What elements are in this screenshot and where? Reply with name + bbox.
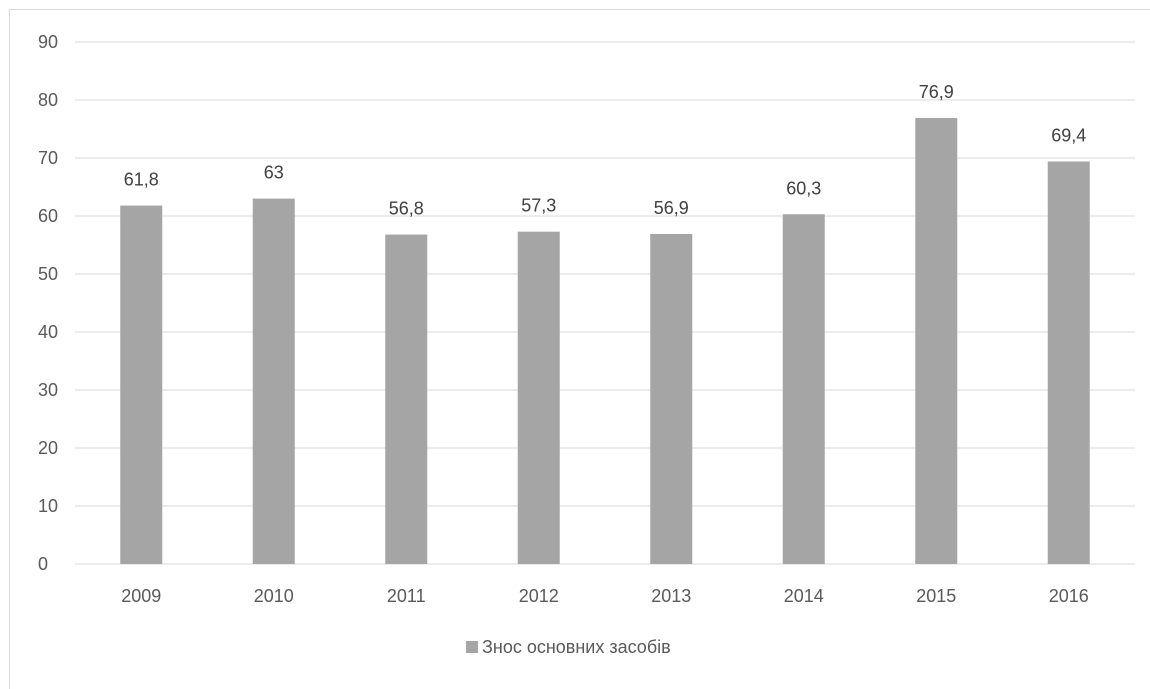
data-labels: 61,8 63 56,8 57,3 56,9 60,3 76,9 69,4 bbox=[124, 82, 1087, 219]
x-axis-ticks: 2009 2010 2011 2012 2013 2014 2015 2016 bbox=[121, 586, 1089, 606]
gridlines bbox=[75, 41, 1135, 565]
x-tick-label-2009: 2009 bbox=[121, 586, 161, 606]
y-tick-label: 80 bbox=[38, 90, 58, 110]
data-label-2010: 63 bbox=[264, 163, 284, 183]
bar-2015 bbox=[915, 117, 958, 564]
y-tick-label: 10 bbox=[38, 496, 58, 516]
data-label-2012: 57,3 bbox=[521, 196, 556, 216]
data-label-2009: 61,8 bbox=[124, 170, 159, 190]
bar-2012 bbox=[517, 231, 560, 564]
y-tick-label: 60 bbox=[38, 206, 58, 226]
bar-2010 bbox=[252, 198, 295, 564]
y-tick-label: 30 bbox=[38, 380, 58, 400]
legend: Знос основних засобів bbox=[466, 637, 671, 657]
x-tick-label-2014: 2014 bbox=[784, 586, 824, 606]
x-tick-label-2011: 2011 bbox=[387, 586, 426, 606]
chart-frame bbox=[9, 9, 1150, 689]
data-label-2016: 69,4 bbox=[1051, 125, 1086, 145]
x-tick-label-2012: 2012 bbox=[519, 586, 559, 606]
y-tick-label: 50 bbox=[38, 264, 58, 284]
y-tick-label: 90 bbox=[38, 32, 58, 52]
bar-2013 bbox=[650, 233, 693, 565]
legend-swatch bbox=[466, 641, 478, 653]
data-label-2014: 60,3 bbox=[786, 178, 821, 198]
data-label-2013: 56,9 bbox=[654, 198, 689, 218]
y-tick-label: 20 bbox=[38, 438, 58, 458]
y-tick-label: 40 bbox=[38, 322, 58, 342]
legend-label: Знос основних засобів bbox=[482, 637, 671, 657]
y-axis-ticks: 0 10 20 30 40 50 60 70 80 90 bbox=[38, 32, 58, 574]
data-label-2015: 76,9 bbox=[919, 82, 954, 102]
x-tick-label-2015: 2015 bbox=[916, 586, 956, 606]
bar-2014 bbox=[782, 214, 825, 564]
bars bbox=[120, 117, 1090, 565]
x-tick-label-2010: 2010 bbox=[254, 586, 294, 606]
y-tick-label: 0 bbox=[38, 554, 48, 574]
data-label-2011: 56,8 bbox=[389, 199, 424, 219]
bar-2011 bbox=[385, 234, 428, 564]
x-tick-label-2013: 2013 bbox=[651, 586, 691, 606]
bar-2016 bbox=[1047, 161, 1090, 565]
x-tick-label-2016: 2016 bbox=[1049, 586, 1089, 606]
y-tick-label: 70 bbox=[38, 148, 58, 168]
bar-2009 bbox=[120, 205, 163, 564]
